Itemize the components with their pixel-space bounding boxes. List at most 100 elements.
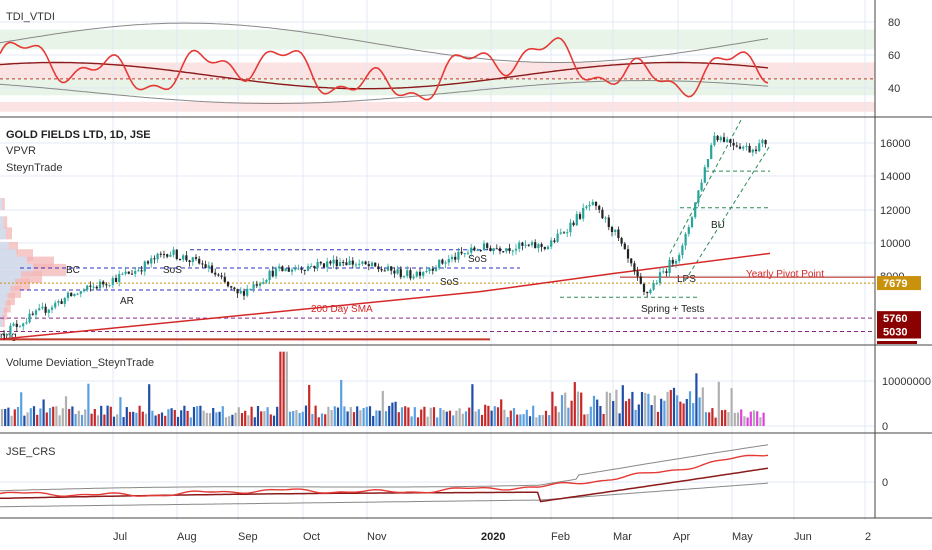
- volume-bar: [0, 409, 4, 426]
- volume-bar: [554, 406, 557, 426]
- candle-body: [758, 143, 761, 152]
- candle-body: [281, 266, 284, 272]
- volume-bar: [170, 408, 173, 426]
- price-tick-12000: 12000: [880, 205, 911, 217]
- volume-bar: [375, 410, 378, 426]
- price-badge-bg: [877, 311, 921, 326]
- volume-bar: [256, 405, 260, 426]
- candle-body: [742, 146, 745, 149]
- volume-bar: [93, 409, 96, 426]
- candle-body: [34, 310, 38, 315]
- volume-bar: [112, 416, 116, 426]
- volume-bar: [23, 415, 26, 426]
- volume-bar: [224, 417, 228, 426]
- volume-bar: [436, 417, 439, 426]
- volume-bar: [202, 410, 205, 426]
- tdi-zone-upper: [0, 29, 875, 50]
- candle-body: [553, 240, 556, 242]
- volume-bar: [452, 415, 455, 426]
- candle-body: [761, 140, 764, 144]
- volume-bar: [7, 407, 10, 426]
- steyntrade-label: SteynTrade: [6, 162, 62, 174]
- price-badge-text: 5030: [883, 326, 907, 338]
- volume-bar: [372, 415, 375, 426]
- volume-bar: [154, 415, 157, 426]
- volume-bar: [762, 412, 765, 426]
- annotation-bc: BC: [66, 265, 80, 276]
- candle-body: [441, 259, 444, 264]
- candle-body: [482, 243, 486, 251]
- annotation-sos-2: SoS: [440, 277, 459, 288]
- candle-body: [182, 255, 185, 260]
- annotation-ar: AR: [120, 296, 134, 307]
- volume-bar: [244, 410, 247, 426]
- volume-bar: [189, 417, 192, 426]
- candle-body: [380, 269, 383, 271]
- candle-body: [127, 271, 130, 274]
- volume-bar: [285, 351, 288, 426]
- candle-body: [642, 283, 646, 292]
- candle-body: [377, 266, 380, 270]
- candle-body: [524, 244, 527, 246]
- volume-bar: [628, 398, 631, 426]
- volume-bar: [714, 417, 717, 426]
- volume-bar: [32, 406, 36, 426]
- candle-body: [204, 264, 207, 268]
- candle-body: [502, 251, 505, 253]
- candle-body: [130, 273, 134, 275]
- volume-bar: [564, 392, 567, 426]
- candle-body: [63, 297, 66, 304]
- volume-bar: [36, 414, 39, 426]
- candle-body: [41, 306, 44, 309]
- volume-bar: [407, 407, 410, 426]
- candle-body: [460, 251, 463, 254]
- candle-body: [706, 159, 710, 168]
- candle-body: [607, 217, 610, 228]
- volume-bar: [567, 407, 570, 426]
- candle-body: [354, 264, 358, 266]
- candle-body: [156, 253, 159, 260]
- volume-bar: [301, 411, 304, 426]
- volume-bar: [724, 409, 727, 426]
- volume-bar: [269, 414, 272, 426]
- volume-bar: [660, 398, 663, 426]
- volume-bar: [394, 401, 397, 426]
- volume-bar: [317, 417, 320, 426]
- volume-bar: [605, 391, 608, 426]
- volume-bar: [416, 417, 420, 426]
- candle-body: [44, 306, 47, 313]
- candle-body: [226, 281, 230, 287]
- volume-bar: [71, 406, 74, 426]
- candle-body: [162, 254, 166, 256]
- volume-bar: [544, 410, 548, 426]
- candle-body: [111, 277, 114, 285]
- candle-body: [198, 258, 201, 264]
- candle-body: [687, 227, 690, 234]
- volume-bar: [212, 407, 215, 426]
- volume-bar: [423, 406, 426, 426]
- volume-bar: [58, 415, 61, 426]
- candle-body: [694, 202, 697, 218]
- candle-body: [284, 268, 287, 272]
- candle-body: [617, 229, 620, 239]
- volume-bar: [359, 410, 362, 426]
- volume-bar: [160, 412, 164, 426]
- candle-body: [518, 242, 521, 249]
- candle-body: [444, 262, 447, 264]
- candle-body: [217, 274, 220, 276]
- volume-bar: [100, 405, 103, 426]
- volume-bar: [266, 407, 269, 426]
- candle-body: [463, 253, 466, 255]
- volume-bar: [496, 407, 500, 426]
- volume-bar: [759, 417, 762, 426]
- volume-bar: [288, 411, 292, 426]
- tdi-tick-40: 40: [888, 83, 900, 95]
- volume-bar: [180, 410, 183, 426]
- volume-bar: [96, 415, 100, 426]
- volume-bar: [48, 408, 52, 426]
- volume-bar: [420, 409, 423, 426]
- volume-bar: [599, 405, 602, 426]
- candle-body: [121, 273, 124, 275]
- candle-body: [594, 201, 598, 206]
- candle-body: [658, 272, 662, 283]
